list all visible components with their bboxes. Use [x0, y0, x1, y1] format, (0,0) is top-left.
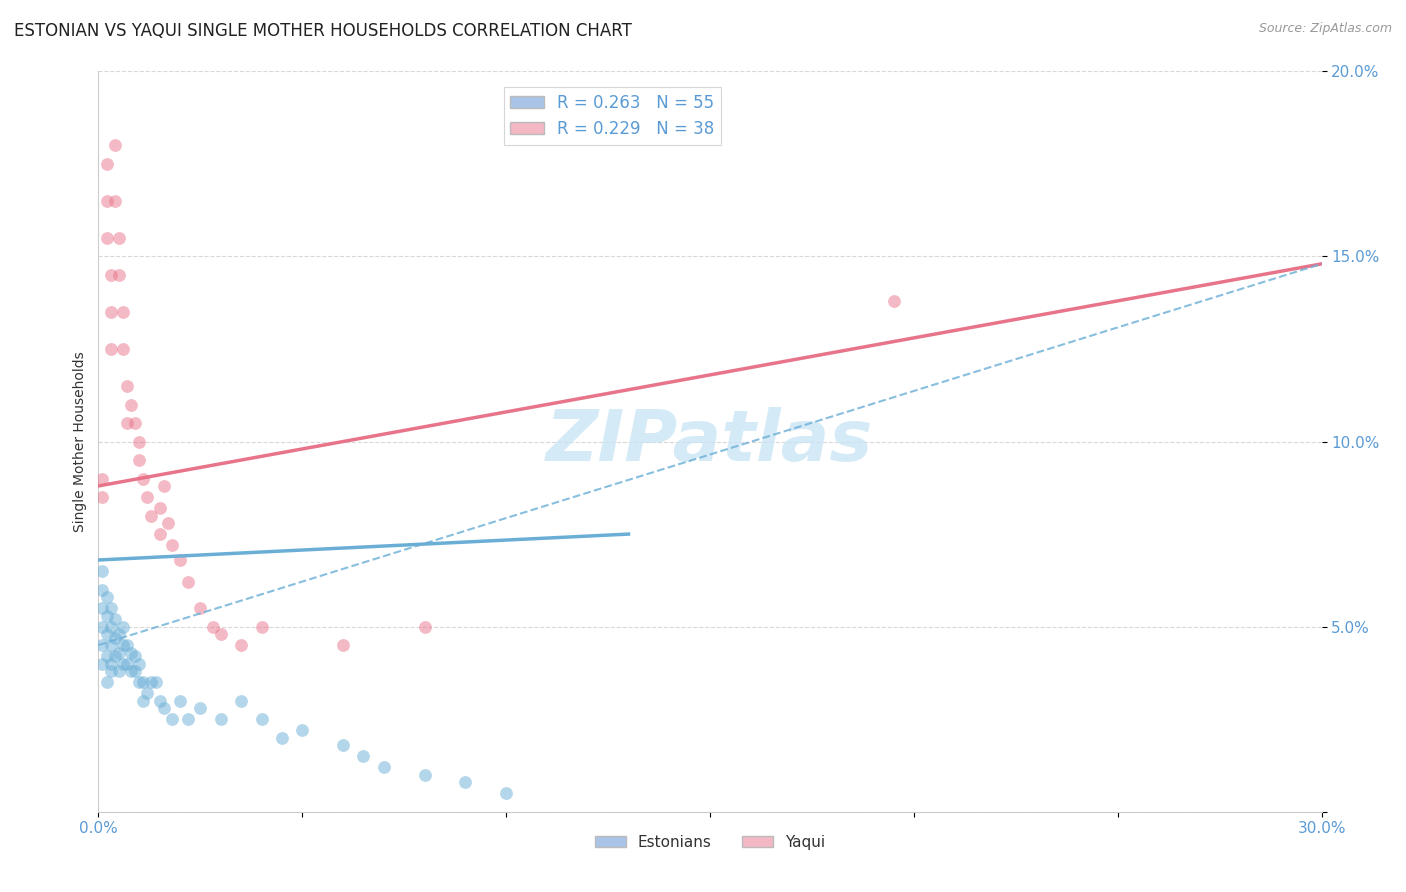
Point: [413, 619, 436, 633]
Point: [96, 675, 118, 690]
Point: [100, 268, 122, 282]
Point: [145, 675, 167, 690]
Text: ESTONIAN VS YAQUI SINGLE MOTHER HOUSEHOLDS CORRELATION CHART: ESTONIAN VS YAQUI SINGLE MOTHER HOUSEHOL…: [14, 22, 631, 40]
Point: [454, 775, 477, 789]
Point: [104, 138, 127, 153]
Point: [91, 601, 114, 615]
Point: [111, 657, 134, 671]
Point: [136, 490, 159, 504]
Point: [91, 638, 114, 652]
Point: [115, 657, 138, 671]
Point: [332, 638, 354, 652]
Point: [91, 657, 114, 671]
Point: [96, 231, 118, 245]
Point: [152, 701, 174, 715]
Point: [115, 416, 138, 430]
Point: [128, 657, 150, 671]
Point: [96, 608, 118, 623]
Point: [149, 527, 172, 541]
Point: [108, 268, 131, 282]
Point: [104, 631, 127, 645]
Point: [96, 590, 118, 604]
Point: [91, 472, 114, 486]
Point: [250, 712, 273, 726]
Point: [270, 731, 294, 745]
Point: [128, 453, 150, 467]
Point: [177, 575, 200, 590]
Point: [115, 379, 138, 393]
Point: [132, 472, 155, 486]
Point: [128, 675, 150, 690]
Point: [188, 701, 212, 715]
Point: [132, 694, 155, 708]
Point: [188, 601, 212, 615]
Point: [108, 646, 131, 660]
Point: [124, 416, 146, 430]
Point: [231, 638, 253, 652]
Point: [156, 516, 179, 530]
Point: [100, 664, 122, 678]
Point: [352, 749, 374, 764]
Point: [128, 434, 150, 449]
Point: [132, 675, 155, 690]
Point: [111, 619, 134, 633]
Point: [108, 664, 131, 678]
Point: [120, 398, 142, 412]
Point: [332, 738, 354, 752]
Point: [291, 723, 314, 738]
Point: [91, 619, 114, 633]
Point: [96, 157, 118, 171]
Point: [104, 194, 127, 208]
Point: [115, 638, 138, 652]
Point: [136, 686, 159, 700]
Point: [160, 712, 183, 726]
Point: [96, 649, 118, 664]
Text: Source: ZipAtlas.com: Source: ZipAtlas.com: [1258, 22, 1392, 36]
Point: [91, 564, 114, 578]
Point: [120, 664, 142, 678]
Point: [111, 342, 134, 356]
Point: [250, 619, 273, 633]
Point: [120, 646, 142, 660]
Point: [883, 293, 905, 308]
Text: ZIPatlas: ZIPatlas: [547, 407, 873, 476]
Point: [209, 627, 232, 641]
Point: [413, 767, 436, 781]
Point: [100, 619, 122, 633]
Point: [209, 712, 232, 726]
Point: [149, 501, 172, 516]
Point: [108, 231, 131, 245]
Point: [111, 305, 134, 319]
Point: [108, 627, 131, 641]
Point: [177, 712, 200, 726]
Point: [96, 194, 118, 208]
Point: [160, 538, 183, 552]
Point: [373, 760, 395, 774]
Point: [169, 553, 191, 567]
Point: [100, 305, 122, 319]
Point: [152, 479, 174, 493]
Point: [169, 694, 191, 708]
Point: [149, 694, 172, 708]
Y-axis label: Single Mother Households: Single Mother Households: [73, 351, 87, 532]
Point: [104, 612, 127, 626]
Point: [124, 649, 146, 664]
Point: [91, 490, 114, 504]
Point: [104, 649, 127, 664]
Point: [495, 786, 517, 800]
Point: [141, 675, 163, 690]
Point: [100, 601, 122, 615]
Point: [111, 638, 134, 652]
Point: [124, 664, 146, 678]
Point: [201, 619, 224, 633]
Point: [100, 342, 122, 356]
Point: [96, 627, 118, 641]
Legend: Estonians, Yaqui: Estonians, Yaqui: [589, 829, 831, 856]
Point: [141, 508, 163, 523]
Point: [100, 657, 122, 671]
Point: [91, 582, 114, 597]
Point: [231, 694, 253, 708]
Point: [100, 638, 122, 652]
